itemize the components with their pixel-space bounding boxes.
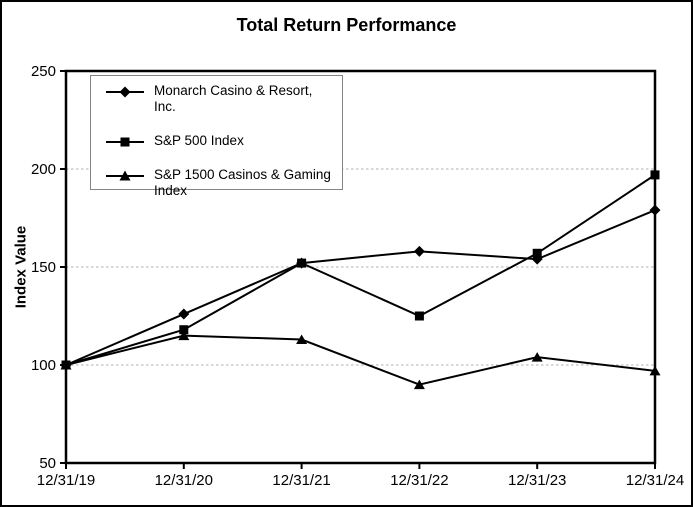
svg-text:12/31/21: 12/31/21 [272, 472, 330, 489]
legend-item-gaming: S&P 1500 Casinos & Gaming Index [105, 167, 332, 199]
svg-text:12/31/23: 12/31/23 [508, 472, 566, 489]
legend-label-monarch: Monarch Casino & Resort, Inc. [154, 83, 313, 114]
chart-title: Total Return Performance [236, 15, 457, 35]
svg-text:12/31/22: 12/31/22 [390, 472, 448, 489]
svg-text:12/31/20: 12/31/20 [155, 472, 213, 489]
legend-item-sp500: S&P 500 Index [105, 133, 332, 149]
diamond-marker-icon [106, 86, 144, 98]
svg-text:12/31/19: 12/31/19 [37, 472, 95, 489]
legend-label-sp500: S&P 500 Index [154, 133, 244, 148]
svg-text:12/31/24: 12/31/24 [626, 472, 684, 489]
triangle-marker-icon [106, 170, 144, 181]
svg-text:150: 150 [31, 259, 56, 276]
legend: Monarch Casino & Resort, Inc. S&P 500 In… [90, 75, 343, 198]
square-marker-icon [106, 137, 144, 147]
svg-text:250: 250 [31, 63, 56, 80]
legend-item-monarch: Monarch Casino & Resort, Inc. [105, 83, 332, 115]
legend-label-gaming: S&P 1500 Casinos & Gaming Index [154, 167, 331, 198]
svg-text:200: 200 [31, 161, 56, 178]
svg-text:50: 50 [39, 455, 56, 472]
svg-text:100: 100 [31, 357, 56, 374]
